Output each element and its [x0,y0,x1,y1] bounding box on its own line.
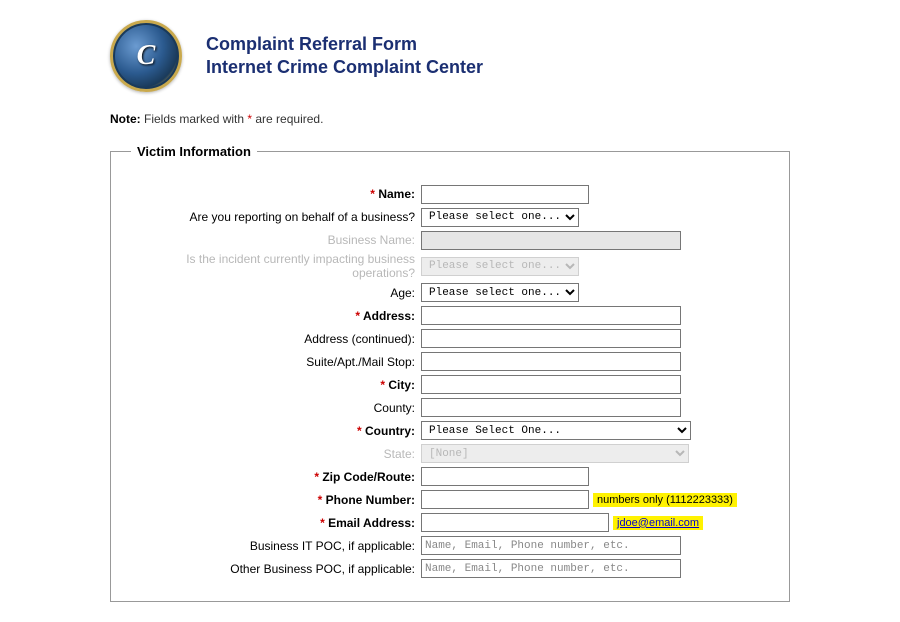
address2-input[interactable] [421,329,681,348]
page-header: C Complaint Referral Form Internet Crime… [110,20,790,92]
city-label: * City: [131,378,421,392]
city-input[interactable] [421,375,681,394]
email-input[interactable] [421,513,609,532]
suite-input[interactable] [421,352,681,371]
county-input[interactable] [421,398,681,417]
name-input[interactable] [421,185,589,204]
state-label: State: [131,447,421,461]
victim-information-section: Victim Information * Name: Are you repor… [110,144,790,602]
suite-label: Suite/Apt./Mail Stop: [131,355,421,369]
other-poc-input[interactable] [421,559,681,578]
country-label: * Country: [131,424,421,438]
other-poc-label: Other Business POC, if applicable: [131,562,421,576]
business-name-input [421,231,681,250]
agency-seal-icon: C [110,20,182,92]
phone-hint: numbers only (1112223333) [593,493,737,507]
zip-label: * Zip Code/Route: [131,470,421,484]
it-poc-label: Business IT POC, if applicable: [131,539,421,553]
impacting-label: Is the incident currently impacting busi… [131,252,421,281]
county-label: County: [131,401,421,415]
section-legend: Victim Information [131,144,257,159]
required-note: Note: Fields marked with * are required. [110,112,790,126]
business-name-label: Business Name: [131,233,421,247]
title-block: Complaint Referral Form Internet Crime C… [206,33,483,80]
address-label: * Address: [131,309,421,323]
address-input[interactable] [421,306,681,325]
state-select: [None] [421,444,689,463]
seal-letter: C [137,40,156,72]
it-poc-input[interactable] [421,536,681,555]
age-select[interactable]: Please select one... [421,283,579,302]
phone-input[interactable] [421,490,589,509]
country-select[interactable]: Please Select One... [421,421,691,440]
impacting-select: Please select one... [421,257,579,276]
email-hint[interactable]: jdoe@email.com [613,516,703,530]
name-label: * Name: [131,187,421,201]
on-behalf-label: Are you reporting on behalf of a busines… [131,210,421,224]
phone-label: * Phone Number: [131,493,421,507]
email-label: * Email Address: [131,516,421,530]
zip-input[interactable] [421,467,589,486]
address2-label: Address (continued): [131,332,421,346]
age-label: Age: [131,286,421,300]
page-title: Complaint Referral Form Internet Crime C… [206,33,483,80]
on-behalf-select[interactable]: Please select one... [421,208,579,227]
